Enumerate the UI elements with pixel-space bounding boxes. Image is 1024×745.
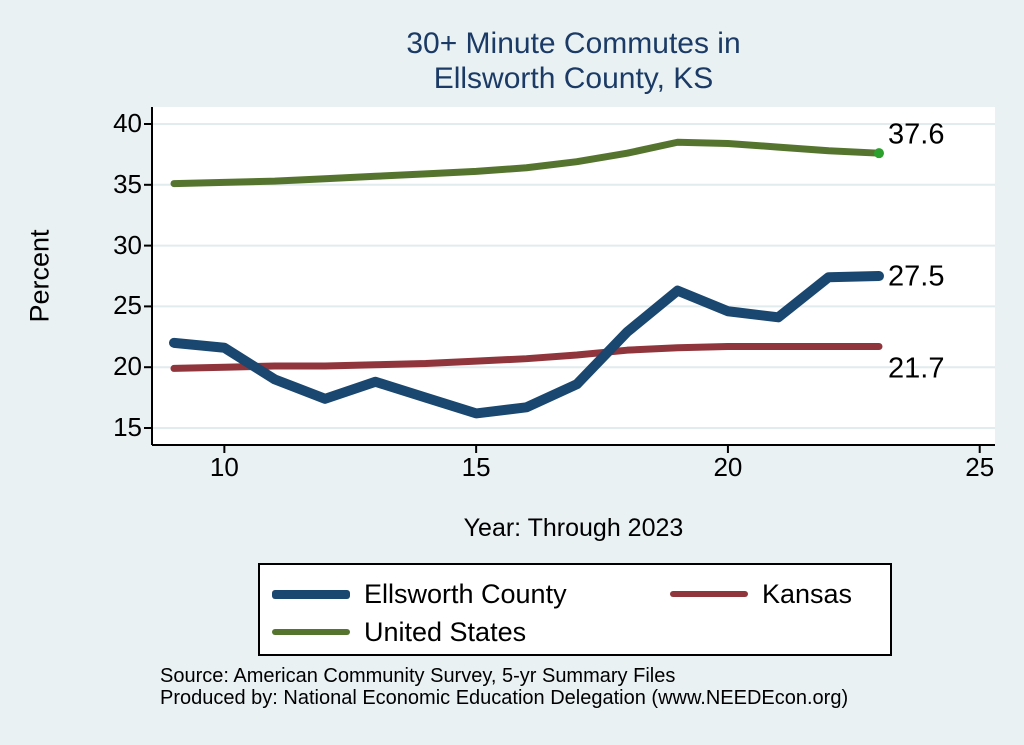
end-marker-united-states — [873, 148, 884, 159]
y-tick-label-35: 35 — [113, 168, 142, 199]
source-line: Source: American Community Survey, 5-yr … — [160, 665, 676, 687]
legend: Ellsworth County Kansas United States — [258, 563, 892, 656]
legend-item-ellsworth-county: Ellsworth County — [272, 575, 670, 613]
y-tick-label-25: 25 — [113, 290, 142, 321]
legend-swatch-ellsworth-county — [272, 589, 350, 599]
chart-title-line2: Ellsworth County, KS — [433, 62, 714, 95]
y-tick-label-20: 20 — [113, 351, 142, 382]
produced-by-line: Produced by: National Economic Education… — [160, 687, 849, 709]
series-line-ellsworth-county — [169, 271, 884, 419]
source-note: Source: American Community Survey, 5-yr … — [160, 665, 848, 709]
series-line-united-states — [170, 138, 883, 188]
legend-label-kansas: Kansas — [762, 578, 853, 609]
y-tick-label-40: 40 — [113, 107, 142, 138]
y-axis-title: Percent — [24, 229, 55, 323]
series-line-kansas — [170, 343, 883, 372]
end-value-label-kansas: 21.7 — [888, 352, 945, 385]
legend-item-kansas: Kansas — [670, 575, 890, 613]
end-value-label-ellsworth-county: 27.5 — [888, 260, 945, 293]
legend-item-united-states: United States — [272, 613, 670, 651]
chart-title-line1: 30+ Minute Commutes in — [406, 27, 741, 60]
legend-swatch-united-states — [272, 629, 350, 635]
x-tick-label-10: 10 — [209, 452, 239, 482]
y-tick-label-15: 15 — [113, 411, 142, 442]
legend-label-ellsworth-county: Ellsworth County — [364, 578, 567, 609]
chart-title: 30+ Minute Commutes in Ellsworth County,… — [152, 26, 995, 96]
legend-label-united-states: United States — [364, 616, 527, 647]
x-tick-label-20: 20 — [713, 452, 743, 482]
y-tick-label-30: 30 — [113, 229, 142, 260]
x-axis-title: Year: Through 2023 — [463, 514, 684, 542]
legend-swatch-kansas — [670, 591, 748, 597]
x-tick-label-25: 25 — [965, 452, 995, 482]
x-tick-label-15: 15 — [461, 452, 491, 482]
end-value-label-united-states: 37.6 — [888, 118, 945, 151]
